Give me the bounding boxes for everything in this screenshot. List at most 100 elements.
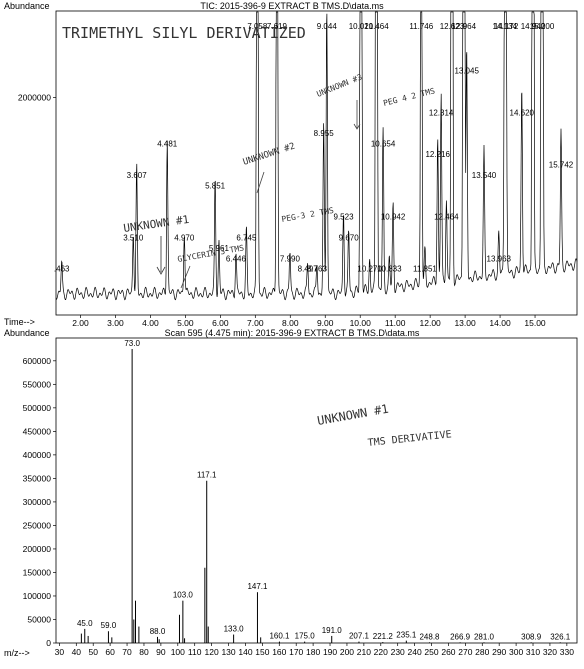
tic-frame: [55, 10, 578, 316]
tic-peak-label: 10.654: [371, 140, 396, 149]
tic-x-tick-label: 12.00: [420, 318, 442, 328]
ms-y-tick-label: 0: [46, 638, 51, 648]
ms-peak-label: 88.0: [150, 627, 166, 636]
ms-x-tick-label: 250: [424, 647, 438, 657]
annotation-ms-unknown-1: UNKNOWN #1: [316, 402, 390, 428]
tic-peak-label: 6.446: [226, 254, 247, 263]
tic-peak-label: 9.670: [339, 233, 360, 242]
ms-x-tick-label: 160: [272, 647, 286, 657]
tic-peak-label: 12.314: [429, 108, 454, 117]
tic-x-tick-label: 11.00: [385, 318, 406, 328]
tic-x-tick-label: 15.00: [524, 318, 546, 328]
annotation-unknown-1: UNKNOWN #1: [123, 213, 190, 235]
ms-x-tick-label: 40: [72, 647, 82, 657]
ms-x-tick-label: 320: [543, 647, 557, 657]
ms-peak-label: 133.0: [224, 625, 245, 634]
tic-x-axis: 2.00 3.00 4.00 5.00 6.00 7.00 8.00 9.00 10.00 11.…: [72, 315, 546, 328]
ms-x-tick-label: 330: [560, 647, 574, 657]
tic-peak-label: 12.964: [452, 22, 477, 31]
ms-x-tick-label: 150: [255, 647, 269, 657]
ms-peak-label: 221.2: [373, 632, 394, 641]
ms-x-tick-label: 260: [441, 647, 455, 657]
ms-x-tick-label: 180: [306, 647, 320, 657]
ms-peak-label: 117.1: [197, 471, 217, 480]
ms-x-tick-label: 110: [188, 647, 202, 657]
ms-bars: [80, 349, 561, 643]
ms-y-tick-label: 100000: [23, 591, 52, 601]
tic-peak-label: 7.619: [267, 22, 288, 31]
tic-peak-label: 7.990: [280, 254, 301, 263]
annotation-unknown-2: UNKNOWN #2: [242, 142, 297, 168]
tic-x-tick-label: 7.00: [247, 318, 264, 328]
tic-y-axis: 20000004000000600000080000001e+071.2e+07…: [18, 92, 56, 102]
tic-peak-label: 10.021: [349, 22, 374, 31]
ms-peak-label: 175.0: [295, 632, 316, 641]
annotation-peg4: PEG 4 2 TMS: [382, 86, 436, 108]
ms-x-tick-label: 140: [238, 647, 252, 657]
ms-y-tick-label: 150000: [23, 567, 52, 577]
ms-x-tick-label: 100: [171, 647, 185, 657]
ms-y-tick-label: 50000: [27, 614, 51, 624]
tic-trace-line: [55, 11, 578, 301]
tic-x-tick-label: 2.00: [72, 318, 89, 328]
tic-peak-label: 12.464: [434, 213, 459, 222]
ms-peak-label: 59.0: [101, 621, 117, 630]
ms-x-tick-label: 270: [458, 647, 472, 657]
ms-peak-label: 73.0: [124, 339, 140, 348]
tic-x-tick-label: 3.00: [107, 318, 124, 328]
annotation-trimethylsilyl: TRIMETHYL SILYL DERIVATIZED: [62, 24, 306, 42]
ms-peak-label: 281.0: [474, 632, 495, 641]
ms-peak-label: 235.1: [396, 631, 417, 640]
tic-peak-label: 6.745: [236, 233, 257, 242]
ms-peak-label: 160.1: [269, 632, 290, 641]
tic-peak-label: 12.623: [440, 22, 465, 31]
tic-peak-label: 13.963: [487, 254, 512, 263]
arrowhead-unknown-1: [156, 266, 166, 275]
ms-x-tick-label: 90: [156, 647, 166, 657]
tic-xlabel: Time-->: [4, 317, 35, 327]
ms-y-tick-label: 550000: [23, 379, 52, 389]
tic-peak-label: 3.510: [123, 233, 144, 242]
ms-y-tick-label: 350000: [23, 473, 52, 483]
ms-ylabel: Abundance: [4, 328, 50, 338]
tic-peak-label: 4.481: [157, 140, 178, 149]
tic-peak-label: 3.607: [127, 171, 148, 180]
ms-x-tick-label: 240: [408, 647, 422, 657]
tic-peak-label: 8.955: [314, 129, 335, 138]
ms-peak-label: 45.0: [77, 619, 93, 628]
tic-peak-label: 10.942: [381, 213, 406, 222]
annotation-ms-tms: TMS DERIVATIVE: [367, 429, 452, 449]
tic-peak-label: 8.497: [298, 265, 319, 274]
ms-x-tick-label: 30: [55, 647, 65, 657]
tic-peak-label: 10.270: [357, 265, 382, 274]
tic-peak-label: 14.940: [521, 22, 546, 31]
ms-x-tick-label: 200: [340, 647, 354, 657]
ms-x-tick-label: 220: [374, 647, 388, 657]
tic-peak-label: 10.833: [377, 265, 402, 274]
tic-peak-label: 15.200: [530, 22, 555, 31]
ms-x-tick-label: 80: [139, 647, 149, 657]
tic-x-tick-label: 6.00: [212, 318, 229, 328]
ms-x-tick-label: 280: [475, 647, 489, 657]
arrow-unknown-2: [256, 171, 265, 194]
tic-x-tick-label: 9.00: [317, 318, 334, 328]
ms-peak-label: 308.9: [521, 632, 542, 641]
ms-x-tick-label: 190: [323, 647, 337, 657]
tic-peak-label: 5.961: [209, 244, 230, 253]
tic-peak-label: 9.044: [317, 22, 338, 31]
annotation-peg3: PEG-3 2 TMS: [281, 206, 335, 224]
ms-x-tick-label: 70: [122, 647, 132, 657]
ms-x-tick-label: 290: [492, 647, 506, 657]
ms-peak-label: 248.8: [419, 632, 440, 641]
tic-peak-label: 13.540: [472, 171, 497, 180]
ms-y-tick-label: 200000: [23, 544, 52, 554]
tic-peak-label: 12.216: [425, 150, 450, 159]
ms-peak-labels: 45.0 59.0 73.0 88.0 103.0 117.1 133.0 147.1 160.…: [77, 339, 571, 641]
tic-x-tick-label: 8.00: [282, 318, 299, 328]
tic-peak-label: 14.620: [510, 108, 535, 117]
ms-y-tick-label: 300000: [23, 497, 52, 507]
ms-y-tick-label: 600000: [23, 356, 52, 366]
tic-peak-label: 14.172: [494, 22, 519, 31]
tic-peak-label: 15.742: [549, 160, 574, 169]
